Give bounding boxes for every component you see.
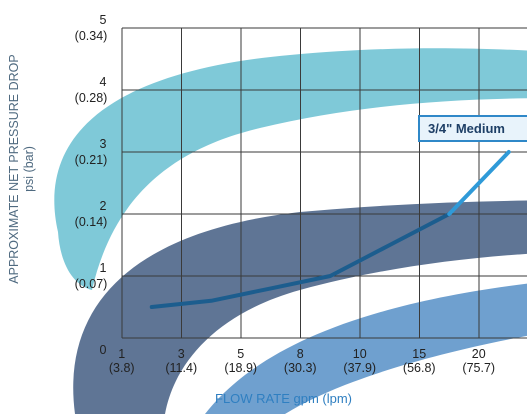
x-tick-label: 1	[118, 347, 125, 361]
y-tick-sublabel: (0.07)	[75, 277, 108, 291]
band-light-teal	[54, 48, 527, 290]
y-tick-sublabel: (0.28)	[75, 91, 108, 105]
x-tick-label: 20	[472, 347, 486, 361]
x-tick-sublabel: (75.7)	[462, 361, 495, 375]
series-layer	[149, 150, 511, 309]
y-tick-label: 1	[100, 261, 107, 275]
y-tick-label: 0	[100, 343, 107, 357]
x-tick-sublabel: (3.8)	[109, 361, 135, 375]
y-tick-label: 4	[100, 75, 107, 89]
y-tick-sublabel: (0.34)	[75, 29, 108, 43]
y-axis-label-line1: APPROXIMATE NET PRESSURE DROP	[7, 54, 21, 284]
x-tick-labels: 1(3.8) 3(11.4) 5(18.9) 8(30.3) 10(37.9) 15(56…	[109, 347, 495, 375]
y-axis-label: APPROXIMATE NET PRESSURE DROP psi (bar)	[7, 29, 43, 309]
y-tick-label: 2	[100, 199, 107, 213]
y-tick-sublabel: (0.14)	[75, 215, 108, 229]
x-tick-sublabel: (18.9)	[224, 361, 257, 375]
y-tick-label: 5	[100, 13, 107, 27]
y-tick-label: 3	[100, 137, 107, 151]
x-tick-label: 8	[297, 347, 304, 361]
background-bands	[54, 48, 527, 414]
x-tick-sublabel: (56.8)	[403, 361, 436, 375]
chart-grid	[121, 27, 527, 339]
series-line	[149, 212, 452, 309]
band-slate	[73, 200, 527, 414]
x-tick-label: 15	[412, 347, 426, 361]
x-tick-label: 3	[178, 347, 185, 361]
y-tick-sublabel: (0.21)	[75, 153, 108, 167]
x-tick-label: 5	[237, 347, 244, 361]
y-axis-label-line2: psi (bar)	[22, 146, 36, 192]
x-tick-sublabel: (30.3)	[284, 361, 317, 375]
y-tick-labels: 0 1 (0.07) 2 (0.14) 3 (0.21) 4 (0.28) 5 (0.34)	[75, 13, 108, 357]
x-tick-sublabel: (37.9)	[343, 361, 376, 375]
x-tick-sublabel: (11.4)	[165, 361, 197, 375]
series-label-badge: 3/4" Medium	[418, 115, 527, 142]
band-light-blue	[205, 283, 527, 414]
x-axis-label: FLOW RATE gpm (lpm)	[215, 391, 352, 406]
series-line-end-segment	[447, 150, 511, 216]
x-tick-label: 10	[353, 347, 367, 361]
